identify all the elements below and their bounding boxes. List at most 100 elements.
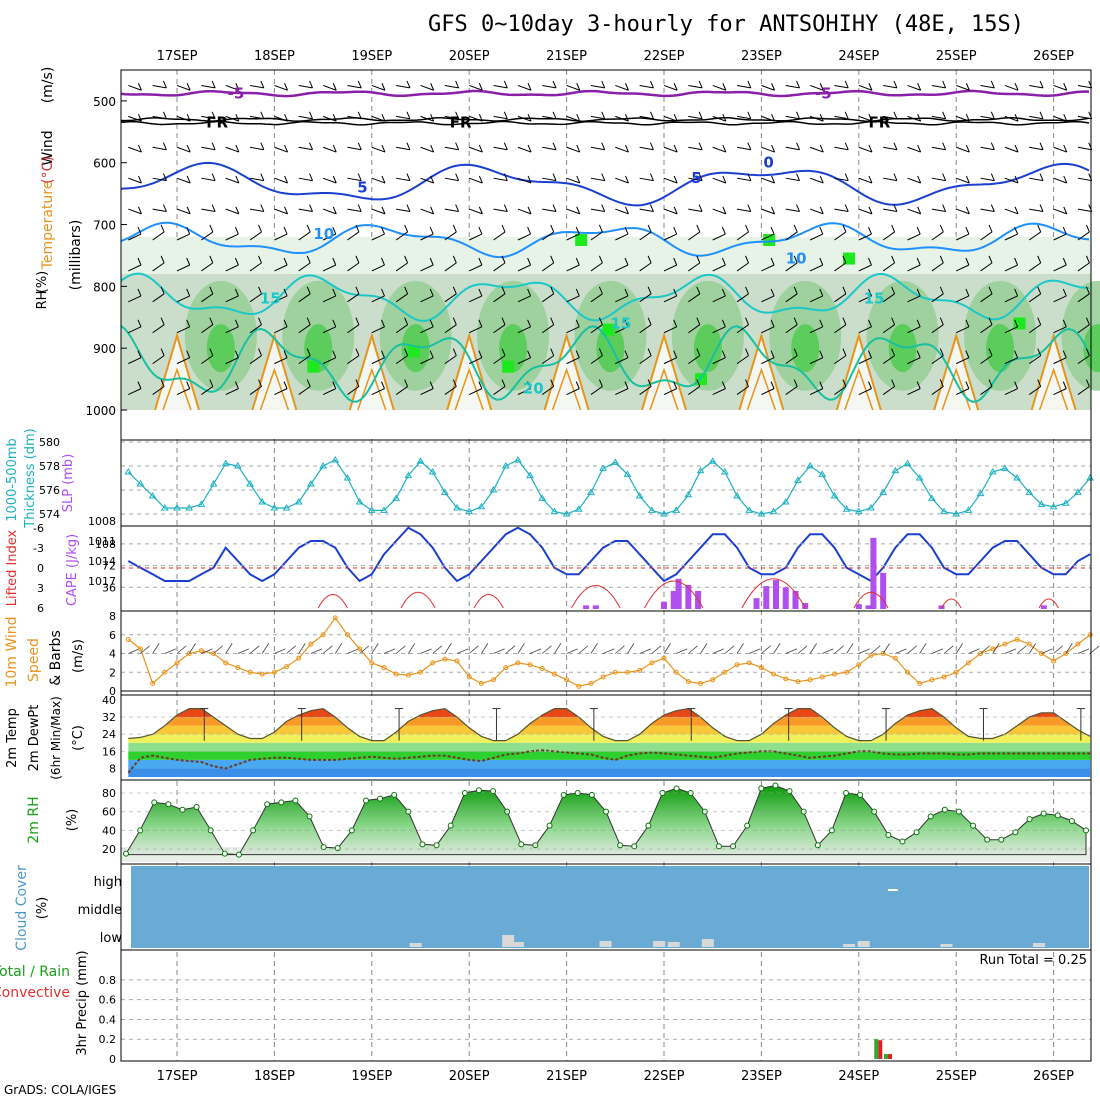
wind10-unit-title: (m/s) (71, 639, 86, 673)
wind-barb (722, 175, 727, 184)
rh-point (490, 788, 497, 795)
wind-barb (858, 177, 873, 184)
rh-point (221, 850, 228, 857)
wind-barb (907, 233, 921, 241)
wind-barb (1004, 357, 1018, 365)
wind-barb (1037, 379, 1042, 387)
rh-point (1054, 812, 1061, 819)
wind-speed-point (527, 662, 533, 668)
temp-contour-25 (348, 332, 395, 411)
wind-barb (688, 146, 703, 151)
page-title: GFS 0~10day 3-hourly for ANTSOHIHY (48E,… (428, 12, 1025, 37)
wind-barb (211, 173, 216, 181)
wind-barb (566, 326, 580, 334)
wind-barb (355, 224, 360, 233)
day-label-top: 24SEP (838, 49, 879, 64)
pressure-tick-label: 700 (93, 219, 116, 233)
wind-barb (761, 84, 775, 91)
wind-barb (283, 257, 288, 266)
wind-barb (955, 388, 970, 395)
wind-barb (493, 262, 506, 272)
wind-barb (186, 113, 191, 122)
wind-barb (137, 257, 142, 266)
thickness-point (1074, 488, 1082, 495)
wind-barb (639, 231, 652, 241)
wind-barb (162, 80, 167, 89)
wind-barb (990, 142, 995, 150)
day-label-top: 21SEP (546, 49, 587, 64)
wind-barb (444, 177, 459, 182)
cape-bar (685, 584, 692, 609)
wind-barb (225, 208, 240, 215)
wind-barb (1037, 348, 1042, 356)
wind-barb (965, 206, 970, 215)
wind-barb (542, 146, 557, 151)
wind-barb (468, 264, 483, 272)
rh-point (193, 804, 200, 810)
wind-barb (527, 83, 532, 91)
thickness-point (927, 494, 936, 501)
wind-barb (590, 324, 603, 334)
thickness-point (392, 494, 401, 501)
wind-barb (615, 177, 629, 184)
wind-barb (552, 173, 557, 181)
wind-barb (624, 226, 629, 235)
thickness-point (830, 492, 839, 499)
wind-barb (444, 643, 452, 654)
wind-barb (919, 643, 927, 654)
wind-barb (357, 80, 362, 89)
thickness-point (173, 504, 181, 511)
wind-barb (249, 293, 262, 303)
wind-barb (406, 173, 411, 181)
wind-barb (965, 319, 970, 328)
wind-barb (1014, 113, 1019, 122)
li-tick-label: -6 (33, 522, 44, 535)
rh-point (715, 843, 722, 850)
wind-barb (478, 257, 483, 266)
wind-barb (736, 84, 751, 89)
thickness-point (794, 476, 802, 483)
thickness-point (574, 505, 583, 512)
rh-point (433, 842, 440, 849)
thickness-point (781, 498, 790, 505)
wind-barb (736, 386, 749, 395)
wind-barb (1028, 231, 1042, 241)
wind-barb (868, 257, 872, 266)
wind-barb (931, 208, 946, 213)
wind-barb (891, 255, 896, 264)
cape-tick-label: 108 (95, 538, 116, 551)
temp-contour-10 (120, 221, 1090, 259)
temp-contour-25 (1030, 332, 1077, 411)
wind-barb (1062, 381, 1067, 389)
wind-barb (931, 231, 944, 241)
rh-plume (888, 324, 917, 373)
rh-plume (206, 324, 235, 373)
dry-zone (349, 335, 394, 410)
wind-barb (493, 648, 505, 654)
wind-barb (309, 204, 313, 212)
wind-barb (420, 357, 434, 365)
wind-speed-point (953, 669, 959, 675)
rh2m-unit-title: (%) (65, 809, 80, 832)
wind-barb (347, 324, 360, 334)
wind-barb (844, 80, 849, 89)
wind-barb (942, 80, 947, 89)
wind-barb (785, 355, 798, 365)
rh-max (502, 360, 515, 373)
wind-barb (663, 264, 677, 272)
wind-barb (770, 257, 775, 266)
wind-barb (550, 379, 555, 387)
wind-barb (332, 144, 337, 153)
lifted-index-line (400, 591, 436, 609)
wind-barb (493, 146, 508, 151)
dewpt2m-axis-title: 2m DewPt (27, 705, 42, 772)
wind-barb (225, 264, 239, 272)
wind-speed-point (746, 660, 752, 666)
rh-point (744, 822, 751, 829)
wind-barb (493, 84, 508, 89)
wind-barb (773, 643, 781, 654)
wind-barb (688, 177, 703, 182)
thickness-point (611, 458, 620, 465)
wind-barb (493, 386, 506, 395)
cape-bar (870, 537, 877, 609)
